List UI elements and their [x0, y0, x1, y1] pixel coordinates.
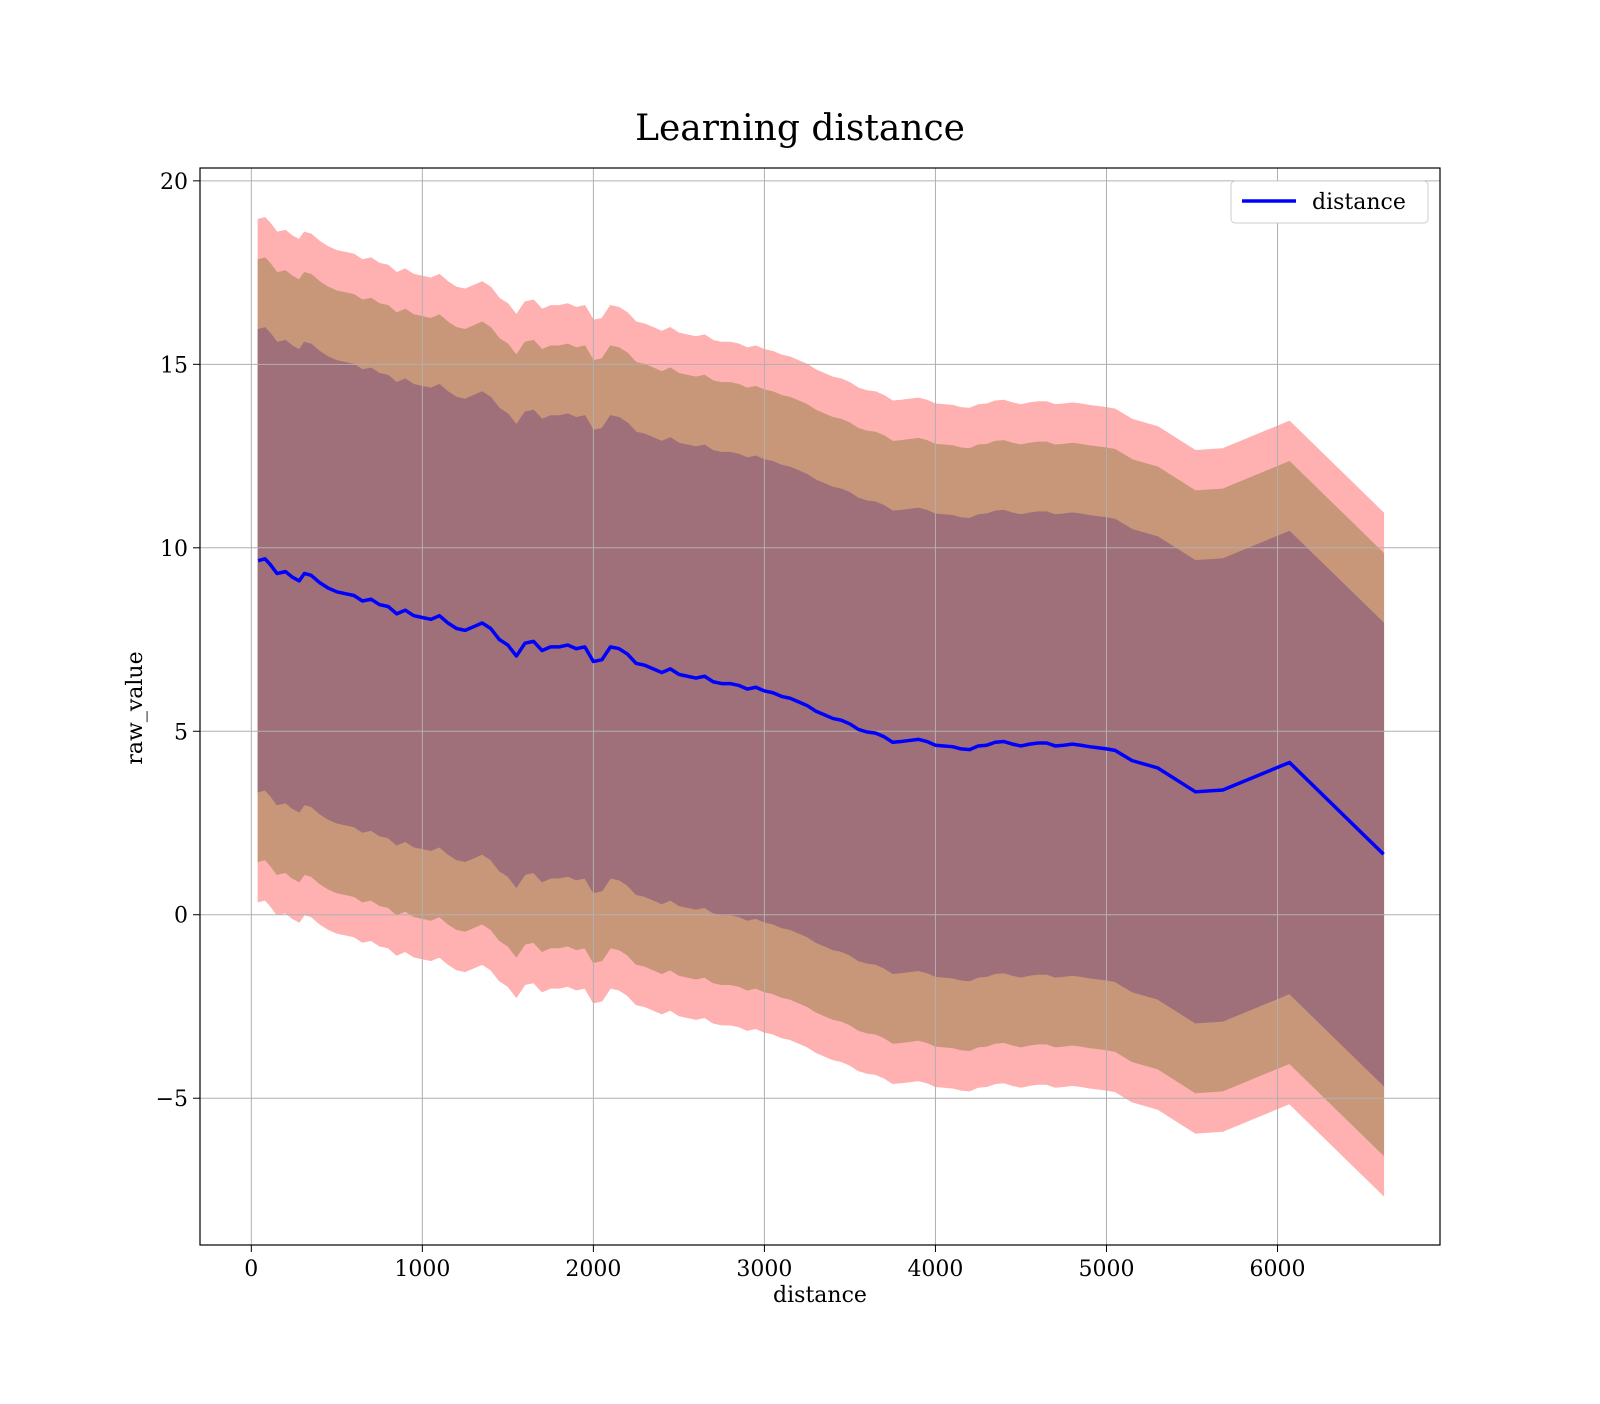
y-tick-label: −5: [156, 1087, 188, 1112]
y-axis-ticks: −5 0 5 10 15 20: [156, 170, 200, 1112]
y-axis-label: raw_value: [123, 651, 148, 764]
y-tick-label: 10: [160, 537, 188, 562]
y-tick-label: 0: [174, 904, 188, 929]
x-tick-label: 4000: [907, 1257, 963, 1282]
x-tick-label: 1000: [394, 1257, 450, 1282]
x-tick-label: 6000: [1250, 1257, 1306, 1282]
legend-label-distance: distance: [1312, 190, 1406, 215]
grid-lines: [200, 168, 1440, 1245]
chart-title: Learning distance: [635, 108, 965, 149]
y-tick-label: 20: [160, 170, 188, 195]
x-tick-label: 5000: [1078, 1257, 1134, 1282]
plot-frame: [199, 167, 1441, 1246]
x-tick-label: 3000: [736, 1257, 792, 1282]
confidence-bands: [257, 216, 1385, 1197]
series-line-distance: [257, 557, 1385, 856]
series-layer: [257, 557, 1385, 856]
band-std1: [257, 327, 1385, 1087]
x-tick-label: 0: [244, 1257, 258, 1282]
legend: distance: [1230, 180, 1429, 224]
legend-box: [1230, 180, 1429, 224]
y-tick-label: 15: [160, 353, 188, 378]
x-tick-label: 2000: [565, 1257, 621, 1282]
y-tick-label: 5: [174, 720, 188, 745]
x-axis-ticks: 0 1000 2000 3000 4000 5000 6000: [244, 1245, 1306, 1282]
x-axis-label: distance: [773, 1283, 867, 1308]
